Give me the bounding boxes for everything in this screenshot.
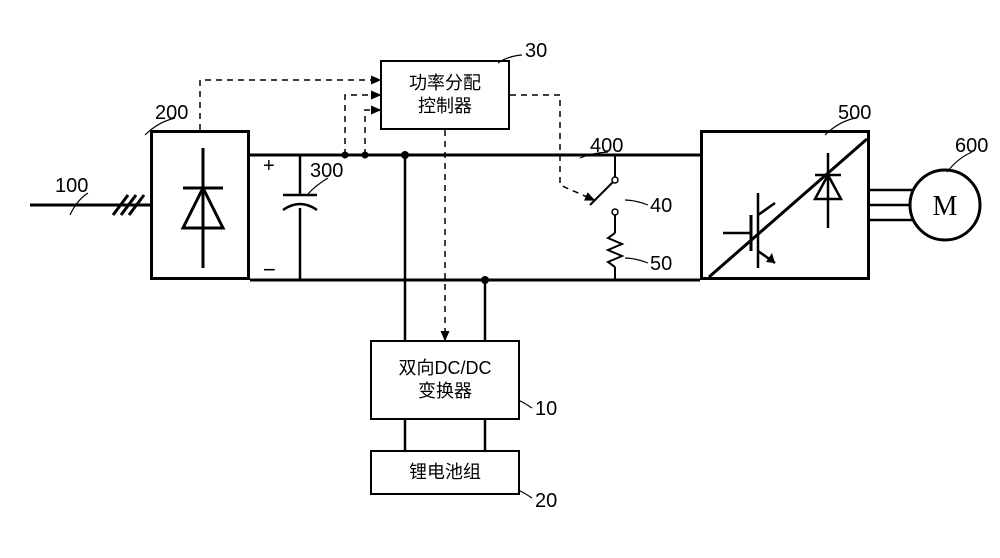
ref-20: 20 [535,490,557,513]
ref-600: 600 [955,135,988,158]
ref-400: 400 [590,135,623,158]
dcdc-converter: 双向DC/DC 变换器 [370,340,520,420]
motor-letter: M [933,191,958,222]
ref-200: 200 [155,102,188,125]
dcdc-line2: 变换器 [418,381,472,401]
inverter-symbol [703,133,873,283]
power-controller: 功率分配 控制器 [380,60,510,130]
dcdc-line1: 双向DC/DC [399,358,492,378]
rectifier-block [150,130,250,280]
ref-30: 30 [525,40,547,63]
inverter-block [700,130,870,280]
ref-300: 300 [310,160,343,183]
rectifier-symbol [153,133,253,283]
motor-symbol [910,170,980,240]
ref-50: 50 [650,253,672,276]
diagram-canvas: 功率分配 控制器 双向DC/DC 变换器 锂电池组 [0,0,1000,558]
battery-text: 锂电池组 [409,461,481,484]
battery-pack: 锂电池组 [370,450,520,495]
ref-500: 500 [838,102,871,125]
plus-symbol: + [263,155,275,177]
controller-line2: 控制器 [418,96,472,116]
ref-40: 40 [650,195,672,218]
ref-100: 100 [55,175,88,198]
ref-10: 10 [535,398,557,421]
controller-line1: 功率分配 [409,73,481,93]
minus-symbol: − [263,257,276,282]
